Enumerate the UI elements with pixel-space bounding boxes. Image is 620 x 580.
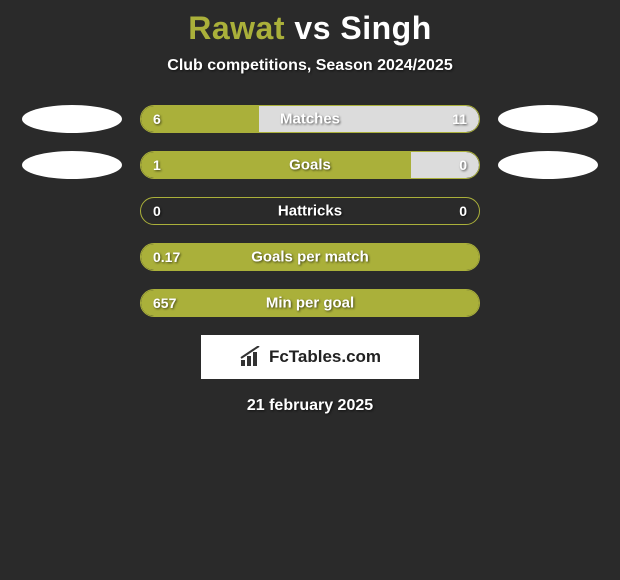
player2-token: [498, 151, 598, 179]
player2-name: Singh: [340, 10, 431, 46]
stat-row: 611Matches: [0, 105, 620, 133]
stat-row: 657Min per goal: [0, 289, 620, 317]
stats-container: 611Matches 10Goals 0 0Hattricks 0.17Goals pe…: [0, 105, 620, 317]
comparison-title: Rawat vs Singh: [0, 0, 620, 47]
stat-label: Hattricks: [141, 203, 479, 220]
footer-date: 21 february 2025: [0, 397, 620, 415]
bar-left-fill: [141, 152, 411, 178]
player1-token: [22, 151, 122, 179]
stat-bar: 0.17Goals per match: [140, 243, 480, 271]
stat-bar: 657Min per goal: [140, 289, 480, 317]
stat-row: 10Goals: [0, 151, 620, 179]
stat-bar: 10Goals: [140, 151, 480, 179]
player1-token: [22, 105, 122, 133]
bar-left-fill: [141, 106, 259, 132]
stat-row: 0.17Goals per match: [0, 243, 620, 271]
title-vs: vs: [294, 10, 331, 46]
stat-bar: 0 0Hattricks: [140, 197, 480, 225]
player1-name: Rawat: [188, 10, 285, 46]
bar-right-fill: [259, 106, 479, 132]
bars-icon: [239, 346, 263, 368]
stat-left-value: 0: [153, 203, 161, 219]
stat-right-value: 0: [459, 203, 467, 219]
stat-row: 0 0Hattricks: [0, 197, 620, 225]
bar-left-fill: [141, 244, 479, 270]
source-badge: FcTables.com: [201, 335, 419, 379]
bar-left-fill: [141, 290, 479, 316]
bar-right-fill: [411, 152, 479, 178]
source-badge-text: FcTables.com: [269, 347, 381, 367]
stat-bar: 611Matches: [140, 105, 480, 133]
subtitle: Club competitions, Season 2024/2025: [0, 57, 620, 75]
player2-token: [498, 105, 598, 133]
